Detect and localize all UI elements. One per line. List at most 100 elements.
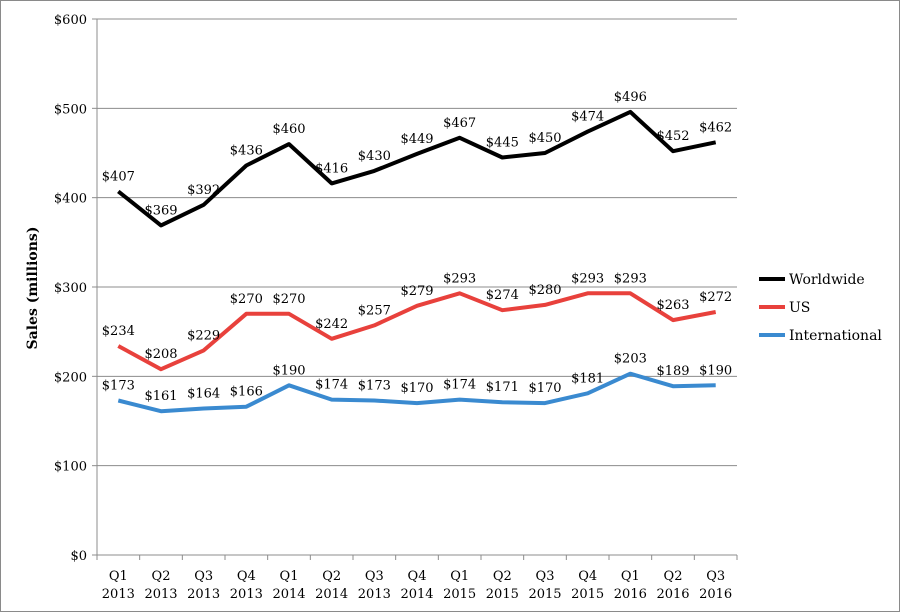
data-label: $234 [102, 324, 135, 339]
x-tick-year: 2014 [315, 587, 348, 602]
x-tick-quarter: Q3 [194, 569, 213, 584]
x-tick-label: Q2 2013 [144, 569, 177, 602]
x-tick-label: Q4 2013 [230, 569, 263, 602]
data-label: $229 [187, 328, 220, 343]
x-tick-label: Q2 2015 [486, 569, 519, 602]
data-label: $369 [144, 203, 177, 218]
x-tick-year: 2014 [400, 587, 433, 602]
data-label: $430 [358, 149, 391, 164]
data-label: $190 [272, 363, 305, 378]
x-tick-year: 2015 [528, 587, 561, 602]
gridlines [92, 18, 738, 560]
data-label: $170 [528, 381, 561, 396]
data-label: $170 [400, 381, 433, 396]
data-label: $293 [443, 271, 476, 286]
x-tick-label: Q1 2014 [272, 569, 305, 602]
data-label: $450 [528, 131, 561, 146]
data-label: $270 [230, 292, 263, 307]
y-tick-label: $200 [54, 370, 87, 385]
data-label: $189 [656, 364, 689, 379]
x-tick-label: Q1 2016 [614, 569, 647, 602]
x-tick-quarter: Q1 [109, 569, 128, 584]
x-tick-quarter: Q1 [621, 569, 640, 584]
x-tick-label: Q4 2015 [571, 569, 604, 602]
x-tick-year: 2014 [272, 587, 305, 602]
x-tick-year: 2013 [358, 587, 391, 602]
x-tick-quarter: Q4 [237, 569, 256, 584]
data-label: $190 [699, 363, 732, 378]
x-tick-label: Q4 2014 [400, 569, 433, 602]
legend-label: International [789, 328, 882, 344]
legend: Worldwide US International [759, 272, 882, 344]
x-tick-quarter: Q1 [450, 569, 469, 584]
x-tick-label: Q3 2013 [358, 569, 391, 602]
x-tick-label: Q2 2014 [315, 569, 348, 602]
x-tick-label: Q3 2015 [528, 569, 561, 602]
data-label: $293 [571, 271, 604, 286]
data-label: $203 [614, 352, 647, 367]
data-label: $174 [443, 378, 476, 393]
x-tick-quarter: Q1 [280, 569, 299, 584]
data-label: $449 [400, 132, 433, 147]
series-line-international [117, 371, 716, 414]
legend-label: US [789, 300, 810, 316]
x-tick-quarter: Q2 [152, 569, 171, 584]
x-tick-label: Q2 2016 [656, 569, 689, 602]
data-label: $164 [187, 386, 220, 401]
data-label: $181 [571, 371, 604, 386]
x-tick-quarter: Q2 [664, 569, 683, 584]
x-tick-year: 2013 [102, 587, 135, 602]
data-label: $445 [486, 135, 519, 150]
legend-label: Worldwide [789, 272, 865, 288]
x-tick-label: Q1 2015 [443, 569, 476, 602]
data-label: $173 [358, 378, 391, 393]
x-tick-year: 2013 [144, 587, 177, 602]
x-tick-quarter: Q4 [578, 569, 597, 584]
data-label: $474 [571, 110, 604, 125]
x-tick-year: 2015 [486, 587, 519, 602]
y-tick-label: $300 [54, 281, 87, 296]
x-tick-year: 2015 [571, 587, 604, 602]
y-tick-label: $400 [54, 192, 87, 207]
x-tick-year: 2015 [443, 587, 476, 602]
data-label: $280 [528, 283, 561, 298]
data-label: $171 [486, 380, 519, 395]
data-labels: $407 $369 $392 $436 $460 $416 $430 $449 $467 $445… [102, 90, 732, 404]
series-line-us [117, 291, 717, 372]
x-tick-year: 2016 [699, 587, 732, 602]
y-axis-title: Sales (millions) [25, 227, 41, 350]
x-tick-year: 2013 [230, 587, 263, 602]
x-tick-year: 2016 [656, 587, 689, 602]
x-axis-ticks: Q1 2013 Q2 2013 Q3 2013 Q4 2013 Q1 2014 Q2 2014 Q3 20… [102, 569, 732, 602]
data-label: $173 [102, 378, 135, 393]
x-tick-year: 2016 [614, 587, 647, 602]
data-label: $279 [400, 284, 433, 299]
data-label: $208 [144, 347, 177, 362]
data-label: $462 [699, 120, 732, 135]
x-tick-quarter: Q4 [408, 569, 427, 584]
x-tick-label: Q3 2013 [187, 569, 220, 602]
data-label: $392 [187, 183, 220, 198]
data-label: $452 [656, 129, 689, 144]
x-tick-quarter: Q2 [322, 569, 341, 584]
y-tick-label: $600 [54, 13, 87, 28]
y-tick-label: $500 [54, 102, 87, 117]
x-tick-quarter: Q2 [493, 569, 512, 584]
data-label: $174 [315, 378, 348, 393]
data-label: $274 [486, 288, 519, 303]
data-label: $270 [272, 292, 305, 307]
data-label: $161 [144, 389, 177, 404]
data-label: $257 [358, 303, 391, 318]
y-tick-label: $0 [70, 549, 87, 564]
data-label: $407 [102, 169, 135, 184]
data-label: $263 [656, 298, 689, 313]
x-tick-quarter: Q3 [365, 569, 384, 584]
data-label: $460 [272, 122, 305, 137]
x-tick-label: Q3 2016 [699, 569, 732, 602]
series-line-worldwide [117, 109, 717, 228]
data-label: $293 [614, 271, 647, 286]
data-label: $416 [315, 161, 348, 176]
data-label: $166 [230, 385, 263, 400]
